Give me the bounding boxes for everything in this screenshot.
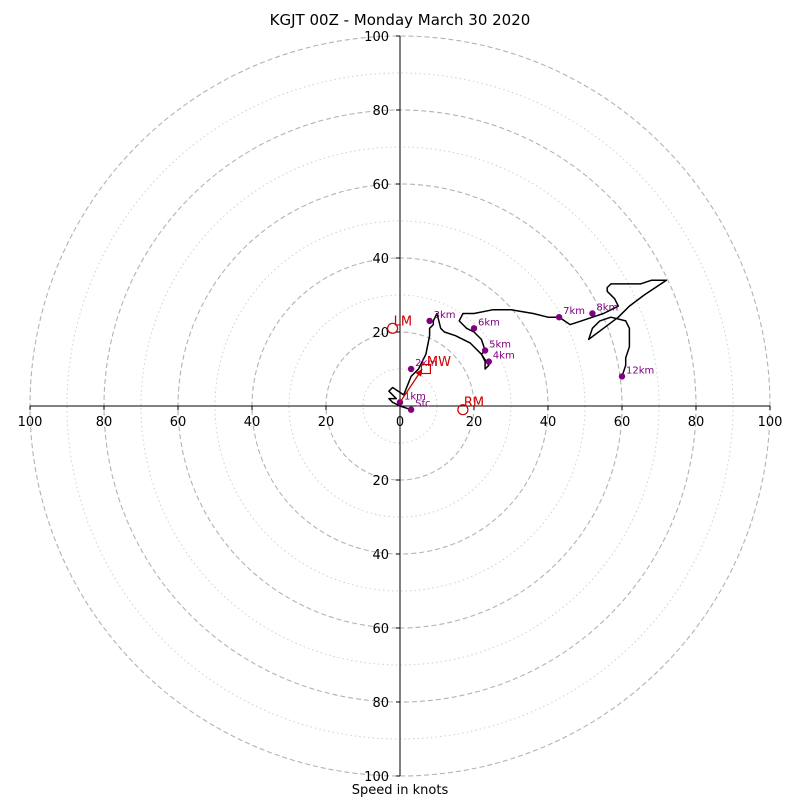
height-marker-label-4km: 4km bbox=[493, 351, 515, 362]
storm-motion-label-RM: RM bbox=[464, 396, 484, 411]
x-tick-label: 60 bbox=[614, 415, 631, 430]
height-marker-label-8km: 8km bbox=[596, 303, 618, 314]
y-tick-label: 80 bbox=[372, 696, 389, 711]
height-marker-label-7km: 7km bbox=[563, 306, 585, 317]
y-tick-label: 100 bbox=[364, 770, 389, 785]
tick-labels: 100 80 60 40 20 0 20 40 60 80 100 100 80 60 40 20 20 40 60… bbox=[18, 30, 783, 785]
x-tick-label: 60 bbox=[170, 415, 187, 430]
storm-motion-RM bbox=[457, 404, 469, 416]
height-marker-4km bbox=[485, 358, 492, 365]
height-marker-label-1km: 1km bbox=[404, 391, 426, 402]
storm-motion-markers: LM MW RM bbox=[387, 314, 484, 416]
storm-motion-label-MW: MW bbox=[427, 355, 451, 370]
height-marker-label-12km: 12km bbox=[626, 365, 654, 376]
x-tick-label: 0 bbox=[396, 415, 404, 430]
y-tick-label: 40 bbox=[372, 548, 389, 563]
height-marker-7km bbox=[555, 314, 563, 321]
height-marker-2km bbox=[407, 365, 415, 373]
x-tick-label: 80 bbox=[688, 415, 705, 430]
y-tick-label: 20 bbox=[372, 326, 389, 341]
height-marker-12km bbox=[618, 373, 626, 380]
height-marker-label-5km: 5km bbox=[489, 340, 511, 351]
x-tick-label: 100 bbox=[18, 415, 43, 430]
x-tick-label: 80 bbox=[96, 415, 113, 430]
hodograph-trace bbox=[388, 279, 668, 411]
height-marker-Sfc bbox=[407, 406, 415, 413]
height-marker-3km bbox=[426, 317, 433, 325]
height-marker-label-Sfc: Sfc bbox=[415, 399, 430, 410]
storm-motion-label-LM: LM bbox=[394, 314, 412, 329]
height-marker-5km bbox=[481, 347, 489, 354]
storm-motion-MW bbox=[420, 363, 431, 375]
shear-vector-arrowhead bbox=[415, 369, 423, 377]
y-tick-label: 100 bbox=[364, 30, 389, 45]
x-tick-label: 40 bbox=[540, 415, 557, 430]
height-marker-label-2km: 2km bbox=[415, 358, 437, 369]
x-tick-label: 100 bbox=[758, 415, 783, 430]
x-tick-label: 20 bbox=[318, 415, 335, 430]
storm-motion-LM bbox=[387, 322, 399, 334]
height-marker-label-6km: 6km bbox=[478, 317, 500, 328]
height-marker-label-3km: 3km bbox=[434, 310, 456, 321]
x-tick-label: 40 bbox=[244, 415, 261, 430]
x-tick-label: 20 bbox=[466, 415, 483, 430]
y-tick-label: 40 bbox=[372, 252, 389, 267]
chart-title: KGJT 00Z - Monday March 30 2020 bbox=[269, 11, 531, 29]
y-tick-label: 80 bbox=[372, 104, 389, 119]
height-marker-8km bbox=[589, 310, 596, 317]
x-axis-label: Speed in knots bbox=[351, 783, 449, 798]
height-marker-6km bbox=[470, 325, 478, 332]
y-tick-label: 20 bbox=[372, 474, 389, 489]
y-tick-label: 60 bbox=[372, 622, 389, 637]
wind-trace bbox=[388, 279, 668, 411]
y-tick-label: 60 bbox=[372, 178, 389, 193]
